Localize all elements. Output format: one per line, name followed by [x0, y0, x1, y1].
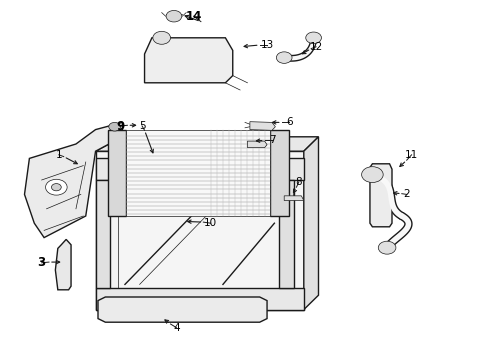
- Polygon shape: [247, 141, 267, 148]
- Text: 13: 13: [260, 40, 274, 50]
- Bar: [279, 180, 294, 288]
- Circle shape: [362, 167, 383, 183]
- Text: 12: 12: [309, 42, 323, 52]
- Polygon shape: [145, 38, 233, 83]
- Circle shape: [153, 31, 171, 44]
- Text: 7: 7: [269, 135, 275, 145]
- Text: 6: 6: [286, 117, 293, 127]
- Polygon shape: [96, 137, 318, 151]
- Bar: [270, 130, 289, 216]
- Bar: [108, 130, 126, 216]
- Bar: [126, 130, 270, 216]
- Text: 8: 8: [295, 177, 302, 187]
- Circle shape: [378, 241, 396, 254]
- Circle shape: [46, 179, 67, 195]
- Text: 10: 10: [204, 218, 217, 228]
- Circle shape: [109, 122, 121, 131]
- Text: 14: 14: [185, 10, 202, 23]
- Circle shape: [306, 32, 321, 44]
- Text: 4: 4: [173, 323, 180, 333]
- Bar: [96, 180, 110, 288]
- Polygon shape: [55, 239, 71, 290]
- Text: 5: 5: [139, 121, 146, 131]
- Circle shape: [166, 10, 182, 22]
- Text: 3: 3: [38, 256, 46, 269]
- Polygon shape: [304, 137, 318, 310]
- Circle shape: [276, 52, 292, 63]
- Polygon shape: [250, 122, 275, 130]
- Text: 11: 11: [405, 150, 418, 160]
- Bar: [96, 158, 304, 180]
- Text: 9: 9: [116, 120, 124, 132]
- Polygon shape: [24, 122, 122, 238]
- Polygon shape: [98, 297, 267, 322]
- Polygon shape: [284, 196, 304, 201]
- Bar: [96, 151, 304, 310]
- Circle shape: [51, 184, 61, 191]
- Polygon shape: [370, 164, 392, 227]
- Text: 2: 2: [403, 189, 410, 199]
- Bar: [96, 288, 304, 310]
- Text: 1: 1: [55, 150, 62, 160]
